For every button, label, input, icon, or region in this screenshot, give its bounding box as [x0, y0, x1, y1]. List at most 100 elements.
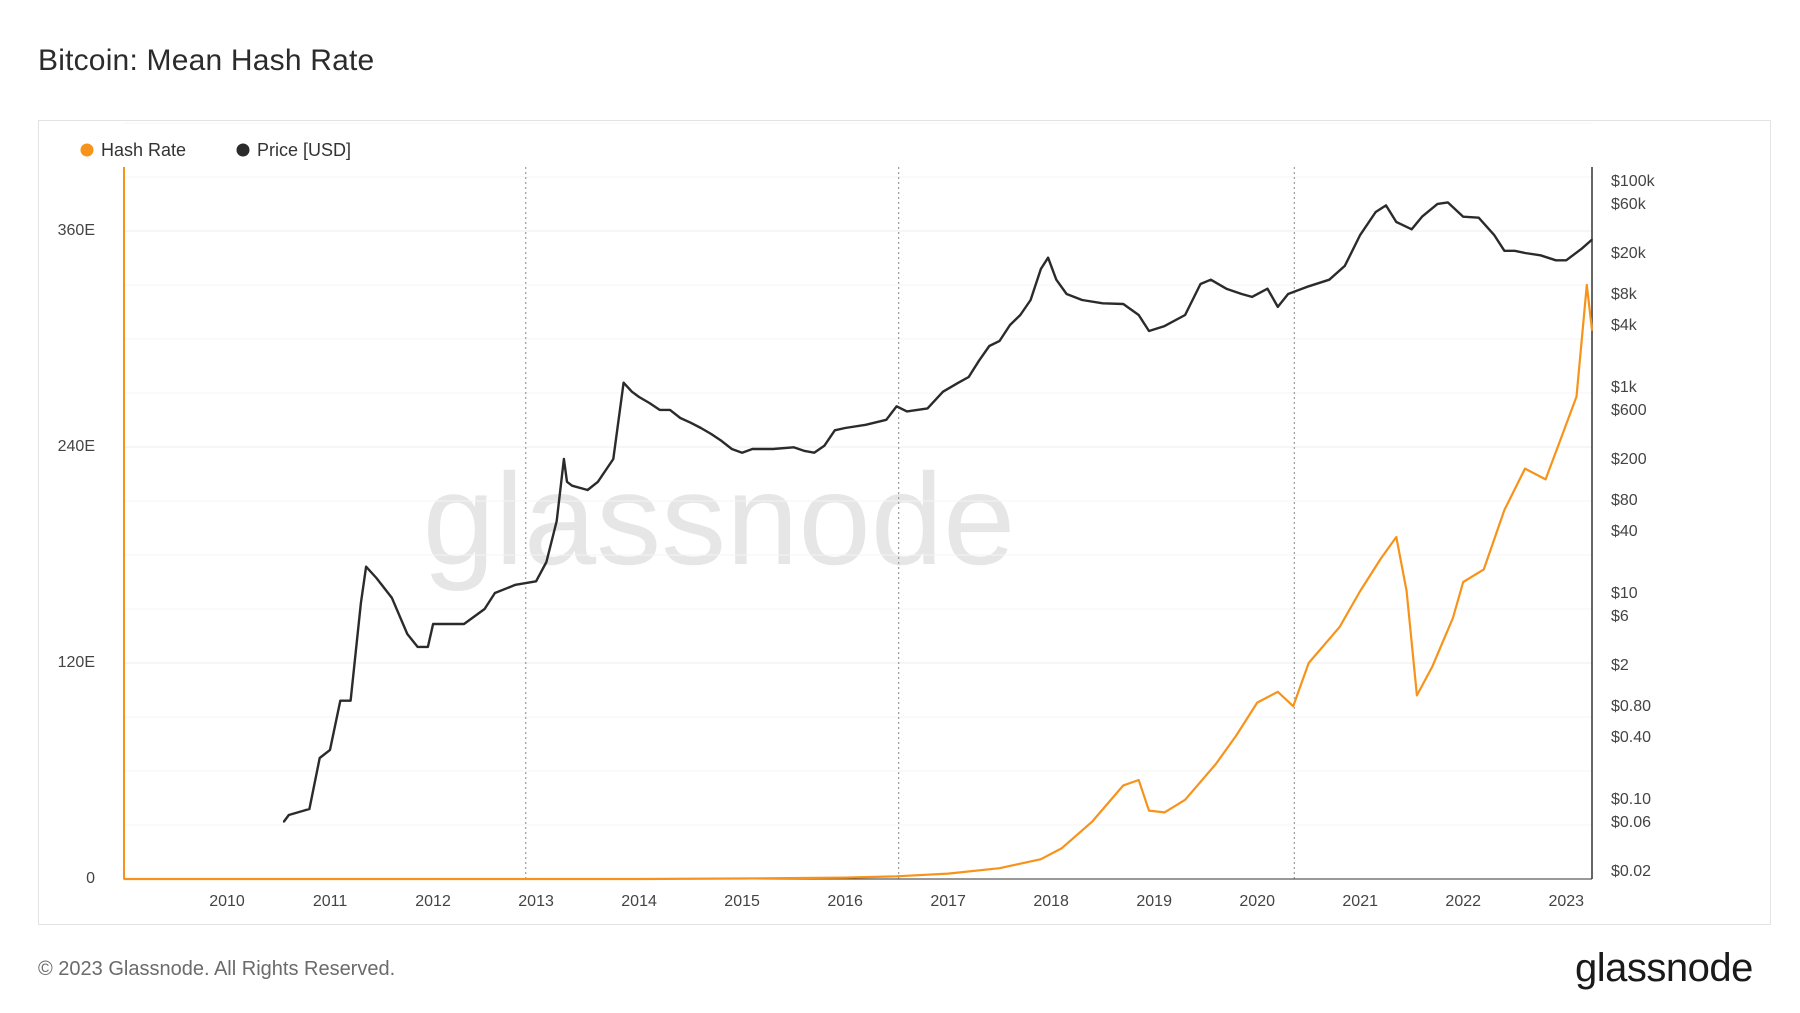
watermark: glassnode [423, 446, 1016, 592]
x-tick-label-2019: 2019 [1136, 893, 1172, 910]
hash-rate-point-24 [1307, 662, 1310, 664]
hash-rate-point-37 [1544, 478, 1547, 481]
x-tick-label-2021: 2021 [1342, 893, 1378, 910]
x-tick-label-2016: 2016 [827, 893, 863, 910]
y-right-tick-label-6: $600 [1611, 402, 1647, 419]
price-point-51 [885, 419, 888, 421]
hash-rate-point-7 [844, 876, 846, 879]
price-point-31 [638, 396, 640, 398]
x-tick-label-2012: 2012 [415, 893, 451, 910]
hash-rate-point-34 [1483, 568, 1485, 571]
price-point-103 [1580, 247, 1583, 250]
legend-label-hash-rate: Hash Rate [101, 140, 186, 160]
y-right-tick-label-14: $0.40 [1611, 729, 1651, 746]
chart-title: Bitcoin: Mean Hash Rate [38, 44, 375, 77]
price-point-30 [631, 390, 633, 393]
price-point-8 [365, 565, 367, 568]
price-point-29 [622, 381, 625, 384]
hash-rate-point-0 [123, 878, 125, 880]
price-point-10 [391, 596, 393, 599]
hash-rate-point-15 [1137, 779, 1140, 781]
y-right-tick-label-8: $80 [1611, 492, 1638, 509]
hash-rate-point-22 [1277, 691, 1279, 693]
price-point-84 [1328, 278, 1331, 281]
hash-rate-point-13 [1091, 820, 1094, 823]
hash-rate-point-5 [638, 878, 640, 880]
price-point-2 [308, 808, 311, 810]
price-point-36 [689, 421, 692, 424]
price-point-21 [545, 561, 548, 563]
hash-rate-point-25 [1338, 626, 1341, 628]
price-point-41 [741, 451, 743, 454]
hash-rate-point-23 [1292, 705, 1294, 707]
y-left-tick-label-1: 120E [58, 654, 95, 671]
price-point-5 [339, 699, 342, 702]
price-point-22 [555, 520, 558, 522]
y-right-tick-label-0: $100k [1611, 173, 1656, 190]
price-point-20 [535, 580, 537, 583]
hash-rate-point-39 [1575, 395, 1578, 398]
price-point-52 [895, 405, 898, 408]
legend-item-hash-rate[interactable]: Hash Rate [80, 140, 187, 160]
hash-rate-point-11 [1040, 858, 1042, 860]
price-point-81 [1277, 306, 1279, 308]
glassnode-logo[interactable]: glassnode [1575, 946, 1753, 990]
y-right-tick-label-17: $0.02 [1611, 863, 1651, 880]
price-point-75 [1199, 283, 1202, 285]
price-point-61 [1009, 324, 1011, 326]
price-point-42 [751, 448, 754, 450]
y-right-tick-label-5: $1k [1611, 379, 1638, 396]
price-point-13 [427, 646, 429, 648]
hash-rate-point-12 [1060, 847, 1063, 850]
price-point-55 [942, 390, 944, 393]
price-point-48 [834, 429, 836, 432]
price-point-93 [1447, 201, 1449, 204]
series-points [123, 201, 1593, 880]
hash-rate-point-38 [1560, 437, 1562, 439]
chart-panel: glassnode 2010 2011 2012 2013 2014 2015 2016 20… [38, 120, 1771, 925]
hash-rate-point-9 [947, 872, 949, 875]
price-point-40 [731, 448, 733, 450]
price-point-9 [375, 577, 378, 579]
hash-rate-point-36 [1524, 467, 1526, 470]
price-point-67 [1065, 293, 1068, 295]
price-point-89 [1395, 221, 1398, 223]
grid-lines [124, 122, 1592, 880]
hash-rate-point-35 [1503, 509, 1506, 511]
price-point-47 [823, 444, 826, 447]
x-tick-label-2014: 2014 [621, 893, 657, 910]
y-right-tick-label-12: $2 [1611, 657, 1629, 674]
price-point-102 [1565, 259, 1567, 262]
chart-svg: glassnode 2010 2011 2012 2013 2014 2015 2016 20… [58, 122, 1656, 910]
x-tick-label-2022: 2022 [1445, 893, 1481, 910]
y-right-tick-label-2: $20k [1611, 245, 1647, 262]
halving-markers [525, 167, 1295, 879]
hash-rate-point-3 [432, 878, 434, 880]
price-point-15 [442, 623, 445, 625]
price-point-39 [720, 440, 723, 442]
price-point-6 [349, 699, 352, 702]
legend-item-price[interactable]: Price [USD] [236, 140, 352, 160]
y-left-tick-label-2: 240E [58, 438, 95, 455]
y-left-tick-label-3: 360E [58, 222, 95, 239]
price-point-104 [1591, 238, 1593, 241]
y-right-tick-label-13: $0.80 [1611, 698, 1651, 715]
legend-swatch-hash-rate [80, 143, 94, 157]
y-right-tick-label-16: $0.06 [1611, 814, 1651, 831]
y-right-tick-label-15: $0.10 [1611, 791, 1651, 808]
price-point-63 [1029, 299, 1032, 301]
x-tick-label-2020: 2020 [1239, 893, 1275, 910]
price-point-62 [1019, 314, 1022, 316]
price-point-57 [967, 376, 970, 378]
price-point-73 [1163, 325, 1166, 327]
price-point-37 [700, 427, 702, 429]
price-point-17 [483, 608, 486, 610]
price-point-65 [1047, 256, 1049, 259]
hash-rate-point-30 [1416, 694, 1418, 697]
hash-rate-point-29 [1405, 590, 1408, 592]
x-axis-ticks: 2010 2011 2012 2013 2014 2015 2016 2017 2018 2019… [209, 893, 1584, 910]
series-hash-rate-line [124, 283, 1594, 881]
legend-label-price: Price [USD] [257, 140, 351, 160]
y-right-tick-label-11: $6 [1611, 608, 1629, 625]
y-right-ticks: $100k $60k $20k $8k $4k $1k $600 $200 $80 $40 $10 $… [1611, 173, 1656, 880]
